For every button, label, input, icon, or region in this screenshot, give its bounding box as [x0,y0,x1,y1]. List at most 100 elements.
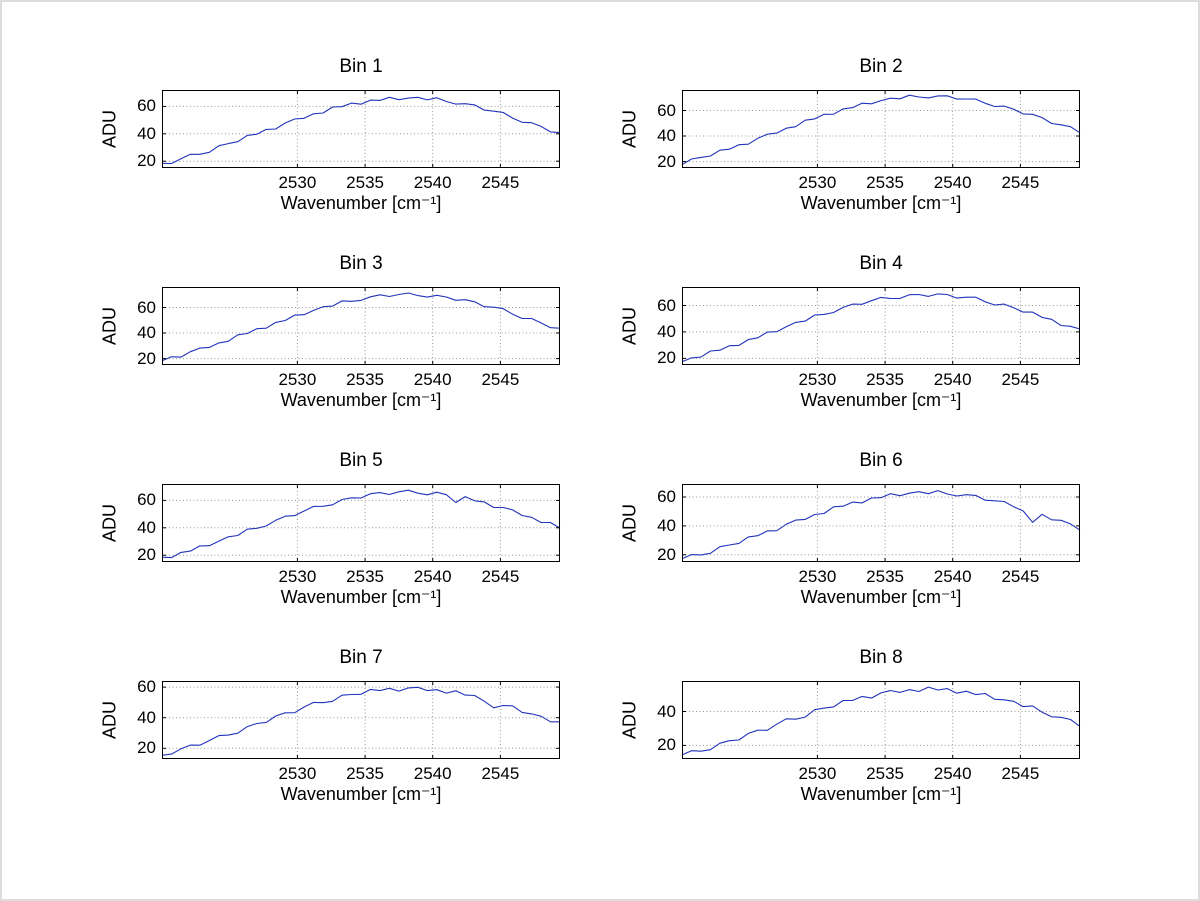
x-tick-label: 2540 [413,567,452,586]
subplot-bin-8: Bin 8 ADU Wavenumber [cm⁻¹] 2530 2535 2540… [620,647,1081,804]
y-tick-label: 60 [657,100,676,120]
y-axis-label: ADU [619,503,640,543]
subplot-bin-1: Bin 1 ADU Wavenumber [cm⁻¹] 2530 2535 2540… [100,56,561,213]
x-axis-label: Wavenumber [cm⁻¹] [800,587,962,607]
x-tick-label: 2545 [1001,764,1040,783]
spectrum-line [161,686,560,756]
x-axis-label: Wavenumber [cm⁻¹] [280,193,442,213]
y-tick-label: 60 [137,490,156,510]
x-axis-label: Wavenumber [cm⁻¹] [800,784,962,804]
x-tick-label: 2530 [278,567,317,586]
spectrum-line [161,292,561,362]
subplot-bin-2: Bin 2 ADU Wavenumber [cm⁻¹] 2530 2535 2540… [620,56,1081,213]
subplot-title: Bin 3 [339,253,383,274]
y-tick-label: 20 [657,544,676,564]
x-tick-label: 2535 [866,173,904,192]
x-tick-label: 2545 [481,567,520,586]
y-axis-label: ADU [619,109,640,149]
spectrum-line [681,686,1081,756]
x-axis-label: Wavenumber [cm⁻¹] [280,390,442,410]
y-tick-label: 40 [657,515,676,535]
subplot-title: Bin 5 [339,450,383,471]
subplot-bin-5: Bin 5 ADU Wavenumber [cm⁻¹] 2530 2535 2540… [100,450,561,607]
plot-area [681,90,1081,168]
x-axis-label: Wavenumber [cm⁻¹] [800,193,962,213]
x-tick-label: 2540 [933,370,972,389]
x-tick-label: 2535 [346,764,384,783]
x-tick-label: 2530 [278,173,317,192]
x-tick-label: 2540 [413,764,452,783]
spectrum-line [161,96,561,165]
subplot-title: Bin 1 [339,56,383,77]
y-tick-label: 40 [137,707,156,727]
y-tick-label: 40 [137,323,156,342]
x-tick-label: 2540 [413,173,452,192]
y-tick-label: 20 [657,151,676,171]
y-tick-label: 40 [657,126,676,145]
spectrum-line [161,489,561,559]
y-axis-label: ADU [619,306,640,346]
y-tick-label: 20 [137,738,156,758]
subplot-title: Bin 7 [339,647,383,668]
x-tick-label: 2545 [481,370,520,389]
axes-frame [162,287,560,365]
y-axis-label: ADU [99,306,120,346]
x-tick-label: 2530 [798,173,837,192]
x-tick-label: 2535 [866,567,904,586]
x-axis-label: Wavenumber [cm⁻¹] [280,784,442,804]
x-tick-label: 2545 [1001,173,1040,192]
axes-frame [682,90,1080,168]
plot-area [161,287,561,365]
subplot-bin-7: Bin 7 ADU Wavenumber [cm⁻¹] 2530 2535 2540… [100,647,560,804]
x-tick-label: 2530 [798,764,837,783]
x-tick-label: 2530 [278,370,317,389]
y-tick-label: 60 [137,297,156,317]
x-tick-label: 2530 [278,764,317,783]
y-tick-label: 20 [137,545,156,565]
plot-area [161,681,560,759]
x-tick-label: 2535 [866,764,904,783]
subplot-title: Bin 2 [859,56,903,77]
y-tick-label: 20 [657,348,676,368]
y-axis-label: ADU [99,700,120,740]
y-tick-label: 60 [657,295,676,315]
x-tick-label: 2535 [346,567,384,586]
x-tick-label: 2545 [481,764,520,783]
y-tick-label: 40 [657,321,676,341]
plot-area [161,90,561,168]
x-tick-label: 2535 [866,370,904,389]
axes-frame [162,484,560,562]
y-axis-label: ADU [619,700,640,740]
x-tick-label: 2545 [481,173,520,192]
y-tick-label: 60 [137,96,156,116]
plot-area [161,484,561,562]
x-tick-label: 2540 [933,567,972,586]
spectrum-line [681,293,1081,363]
subplot-bin-6: Bin 6 ADU Wavenumber [cm⁻¹] 2530 2535 2540… [620,450,1081,607]
x-tick-label: 2540 [933,764,972,783]
x-tick-label: 2540 [413,370,452,389]
y-tick-label: 60 [657,487,676,506]
subplot-title: Bin 6 [859,450,903,471]
x-tick-label: 2530 [798,370,837,389]
x-tick-label: 2545 [1001,567,1040,586]
x-tick-label: 2535 [346,173,384,192]
y-tick-label: 40 [657,701,676,721]
spectrum-line [681,94,1081,166]
x-axis-label: Wavenumber [cm⁻¹] [280,587,442,607]
x-tick-label: 2545 [1001,370,1040,389]
y-tick-label: 20 [657,735,676,755]
subplot-title: Bin 4 [859,253,903,274]
y-tick-label: 40 [137,123,156,143]
subplot-bin-4: Bin 4 ADU Wavenumber [cm⁻¹] 2530 2535 2540… [620,253,1081,410]
y-tick-label: 20 [137,348,156,368]
plot-area [681,287,1081,365]
y-axis-label: ADU [99,503,120,543]
axes-frame [682,681,1080,759]
y-tick-label: 40 [137,517,156,537]
x-tick-label: 2530 [798,567,837,586]
axes-frame [682,287,1080,365]
y-tick-label: 20 [137,151,156,171]
x-tick-label: 2535 [346,370,384,389]
